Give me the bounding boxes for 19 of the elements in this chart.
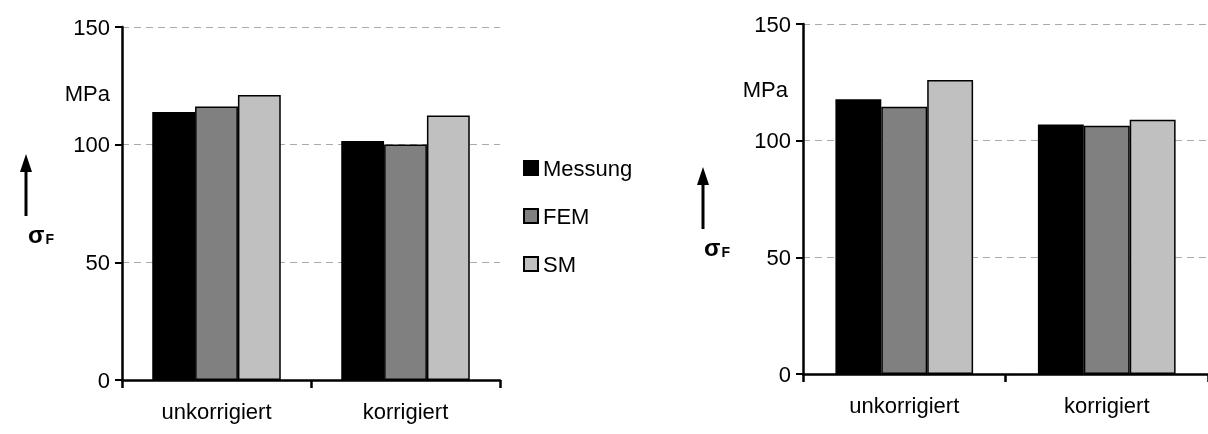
x-tick-label: unkorrigiert: [161, 398, 272, 424]
y-tick-label: 50: [766, 244, 791, 270]
text: MPa: [742, 76, 789, 102]
y-tick-label: 50: [85, 249, 110, 275]
x-tick-label: korrigiert: [362, 398, 449, 424]
y-tick-label: 100: [754, 128, 791, 154]
y-axis-title: σF: [28, 220, 55, 248]
y-tick-label: 150: [73, 14, 110, 40]
y-tick-label: 150: [754, 11, 791, 37]
legend-label: Messung: [543, 155, 633, 181]
x-tick-label: korrigiert: [1063, 392, 1150, 418]
text: MPa: [64, 80, 111, 106]
y-axis-title: σF: [704, 233, 731, 261]
y-tick-label: 0: [778, 361, 791, 387]
x-tick-label: unkorrigiert: [849, 392, 960, 418]
legend-label: SM: [543, 251, 576, 277]
y-tick-label: 100: [73, 132, 110, 158]
y-tick-label: 0: [97, 367, 110, 393]
legend-label: FEM: [543, 203, 590, 229]
